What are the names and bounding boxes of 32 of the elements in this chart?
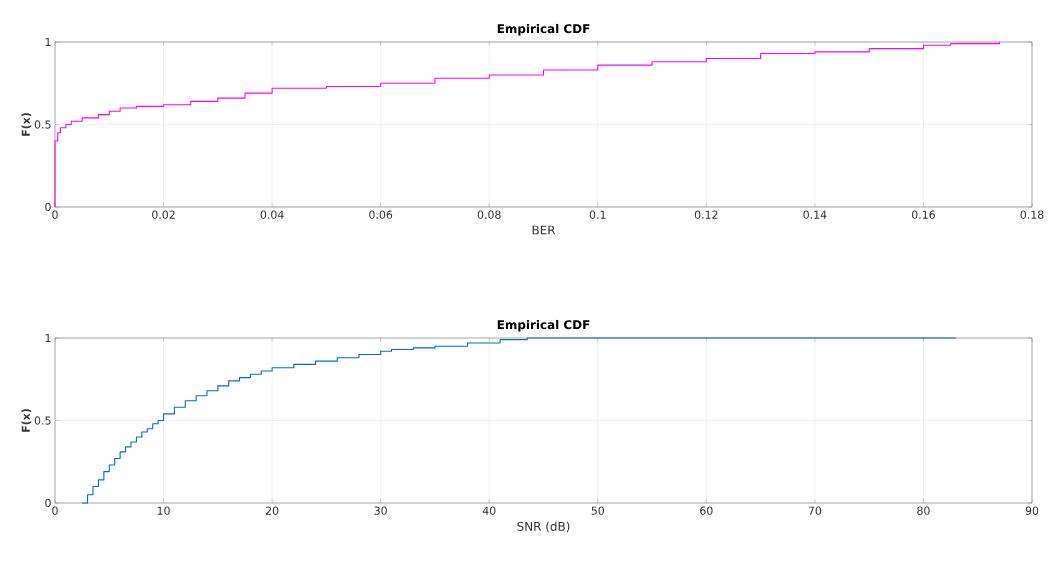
x-tick-label: 0 [52,506,58,515]
x-tick-label: 70 [808,506,822,515]
x-tick-label: 0.18 [1020,210,1044,219]
x-tick-label: 0.14 [803,210,827,219]
chart-title: Empirical CDF [497,23,590,36]
x-tick-label: 0.06 [369,210,393,219]
x-tick-label: 30 [374,506,387,515]
y-tick-label: 0 [45,202,51,212]
y-tick-label: 0.5 [34,120,51,129]
x-tick-label: 0.16 [911,210,935,219]
x-tick-label: 0.08 [477,210,501,219]
x-tick-label: 0.12 [694,210,718,219]
chart-title: Empirical CDF [497,319,590,332]
y-tick-label: 1 [45,38,51,46]
y-tick-label: 0 [45,498,51,508]
y-axis-title: F(x) [21,409,32,432]
x-tick-label: 0.04 [260,210,284,219]
x-tick-label: 0.1 [589,210,606,219]
x-axis-title: BER [532,225,556,235]
x-tick-label: 0 [52,210,58,219]
x-tick-label: 90 [1025,506,1039,515]
x-tick-label: 20 [265,506,279,515]
x-tick-label: 80 [917,506,930,515]
x-tick-label: 0.02 [152,210,175,219]
x-tick-label: 10 [157,506,170,515]
x-tick-label: 40 [482,506,496,515]
y-tick-label: 1 [45,334,51,342]
y-axis-title: F(x) [21,113,32,136]
x-tick-label: 50 [591,506,605,515]
x-axis-title: SNR (dB) [517,521,570,533]
x-tick-label: 60 [700,506,713,515]
y-tick-label: 0.5 [34,416,51,425]
